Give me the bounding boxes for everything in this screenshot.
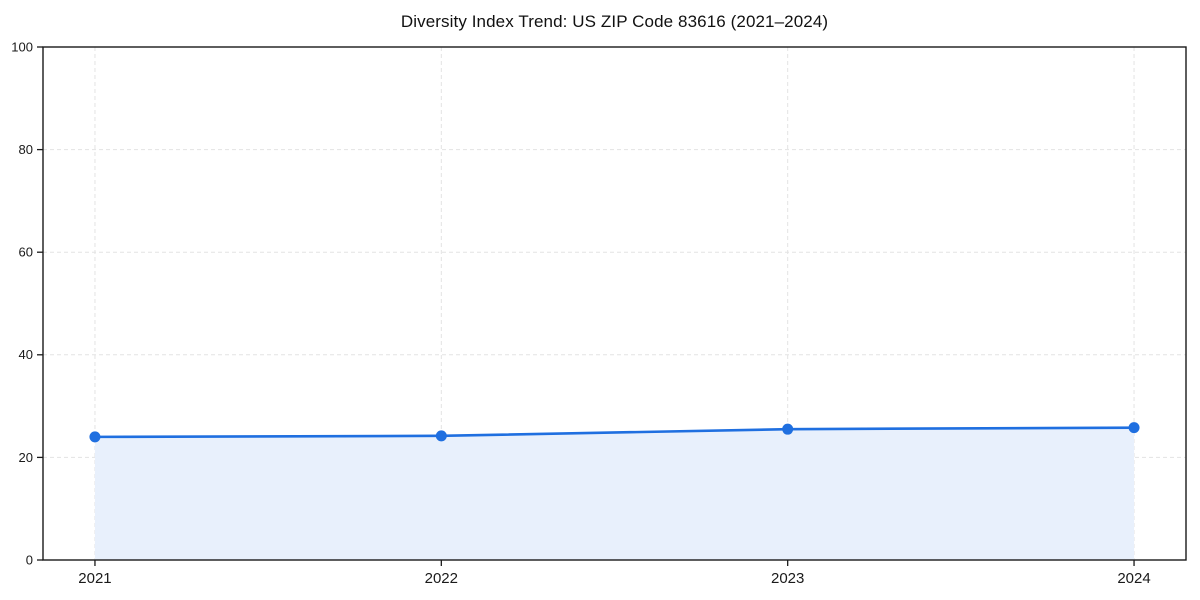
data-point-marker <box>1128 422 1140 434</box>
plot-box-spines <box>42 46 1187 561</box>
x-tick-label: 2023 <box>771 570 804 587</box>
y-tick-label: 60 <box>19 245 33 260</box>
trend-line <box>93 426 1136 439</box>
y-tick-label: 80 <box>19 142 33 157</box>
x-tick-label: 2022 <box>425 570 458 587</box>
area-fill <box>94 427 1135 560</box>
y-tick-label: 40 <box>19 347 33 362</box>
data-point-marker <box>435 430 447 442</box>
y-tick-label: 100 <box>11 39 33 54</box>
y-tick-label: 0 <box>26 552 33 567</box>
data-point-marker <box>89 431 101 443</box>
chart-title: Diversity Index Trend: US ZIP Code 83616… <box>400 12 829 31</box>
x-tick-label: 2024 <box>1117 570 1150 587</box>
y-tick-label: 20 <box>19 450 33 465</box>
x-tick-label: 2021 <box>78 570 111 587</box>
data-point-marker <box>782 423 794 435</box>
